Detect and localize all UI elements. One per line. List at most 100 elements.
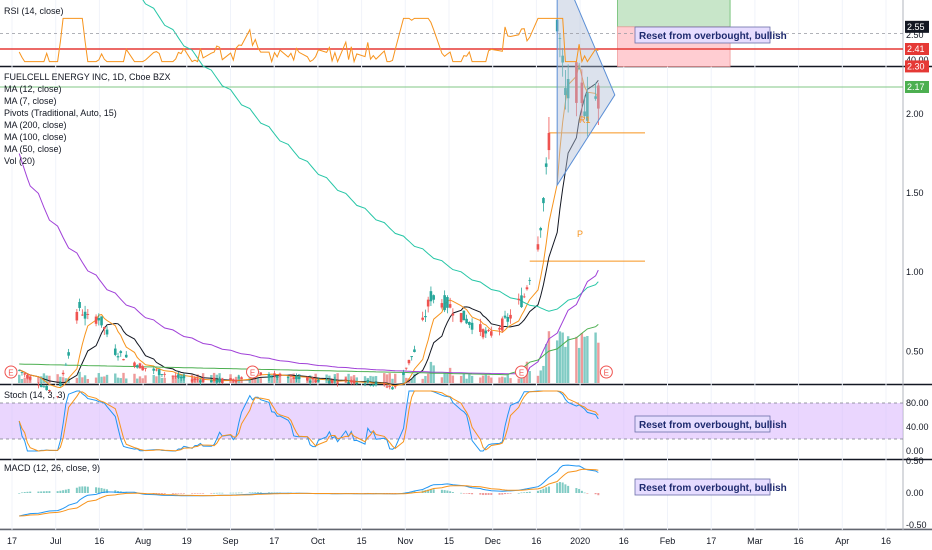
candle-body: [352, 380, 356, 384]
macd-histogram-bar: [594, 493, 597, 495]
macd-histogram-bar: [210, 493, 213, 494]
volume-bar: [369, 375, 372, 383]
macd-axis-tick: 0.00: [906, 488, 924, 498]
candle-body: [558, 38, 562, 39]
annotation-notes[interactable]: Reset from overbought, bullish Reset from…: [634, 26, 787, 496]
macd-histogram-bar: [523, 492, 526, 493]
candle-body: [451, 313, 455, 316]
volume-bar: [163, 377, 166, 383]
macd-histogram-bar: [62, 490, 65, 493]
candle-body: [218, 378, 221, 383]
candle-body: [520, 295, 523, 308]
candle-body: [102, 327, 106, 329]
candle-body: [17, 369, 21, 371]
volume-bar: [363, 376, 367, 383]
macd-histogram-bar: [75, 487, 78, 493]
macd-histogram-bar: [160, 493, 163, 494]
volume-bar: [544, 344, 548, 383]
ma100-line: [18, 153, 599, 375]
volume-bar: [256, 378, 260, 383]
volume-bar: [355, 377, 359, 383]
candle-body: [237, 377, 241, 379]
volume-bar: [23, 377, 26, 383]
macd-histogram-bar: [567, 485, 570, 493]
volume-bar: [509, 378, 512, 383]
volume-bar: [451, 375, 455, 383]
macd-histogram-bar: [81, 486, 84, 493]
volume-bar: [446, 373, 449, 383]
legend-vol: Vol (20): [4, 156, 35, 166]
rsi-pane-label: RSI (14, close): [4, 6, 64, 16]
volume-bar: [405, 377, 408, 383]
ma12-line: [19, 79, 599, 386]
time-axis-tick: 17: [269, 536, 279, 546]
volume-bar: [536, 375, 540, 383]
candle-body: [64, 364, 68, 366]
earnings-marker: [599, 365, 613, 379]
volume-bar: [394, 373, 397, 383]
candle-body: [61, 372, 65, 375]
candle-body: [509, 314, 512, 319]
key-levels: [0, 48, 903, 262]
candle-body: [525, 287, 529, 290]
time-axis-tick: 15: [444, 536, 454, 546]
rsi-axis-tick: 40.00: [906, 55, 929, 65]
candle-body: [229, 378, 232, 381]
time-axis-tick: Jul: [50, 536, 62, 546]
candle-body: [215, 379, 219, 383]
macd-histogram-bar: [20, 492, 23, 494]
macd-histogram-bar: [564, 484, 567, 493]
candle-body: [580, 82, 584, 104]
candle-body: [393, 386, 397, 388]
volume-bar: [308, 375, 312, 383]
candle-body: [536, 244, 540, 250]
pivot-p-label: P: [577, 229, 583, 239]
time-axis-tick: Sep: [222, 536, 238, 546]
price-label-tag: [905, 20, 929, 33]
volume-bar: [144, 375, 147, 383]
macd-histogram-bar: [182, 493, 185, 494]
price-axes: 80.0040.003.503.002.502.001.501.000.5080…: [905, 20, 929, 530]
volume-bar: [561, 332, 564, 383]
volume-bar: [152, 374, 155, 383]
candle-body: [336, 382, 339, 384]
macd-histogram-bar: [158, 493, 161, 494]
macd-axis-tick: -0.50: [906, 520, 927, 530]
candle-body: [564, 88, 567, 96]
time-axis-tick: Feb: [660, 536, 676, 546]
volume-bar: [37, 377, 40, 383]
volume-bar: [523, 374, 526, 383]
macd-histogram-bar: [103, 488, 106, 493]
candle-body: [116, 356, 120, 358]
time-axis-tick: 16: [794, 536, 804, 546]
candle-body: [404, 367, 408, 369]
candle-body: [267, 373, 271, 378]
volume-bar: [459, 375, 463, 383]
candle-body: [174, 375, 177, 377]
time-axis-tick: Apr: [835, 536, 849, 546]
macd-histogram-bar: [267, 492, 270, 493]
volume-bar: [597, 342, 600, 383]
macd-histogram-bar: [37, 491, 40, 493]
candle-body: [182, 375, 186, 379]
volume-bar: [314, 373, 317, 383]
candle-body: [193, 378, 197, 380]
candle-body: [212, 377, 216, 381]
time-axis-tick: 16: [531, 536, 541, 546]
volume-bars: [18, 331, 600, 383]
chart-grid: [0, 0, 932, 531]
volume-bar: [138, 376, 142, 383]
macd-histogram-bar: [95, 487, 98, 493]
volume-bar: [547, 331, 551, 383]
volume-bar: [564, 346, 567, 383]
volume-bar: [391, 378, 394, 383]
candle-body: [278, 373, 282, 376]
time-axis-tick: 16: [881, 536, 891, 546]
candle-body: [517, 298, 521, 301]
candle-body: [37, 384, 40, 386]
candle-body: [113, 348, 117, 355]
candle-body: [448, 304, 452, 308]
volume-bar: [94, 377, 98, 383]
